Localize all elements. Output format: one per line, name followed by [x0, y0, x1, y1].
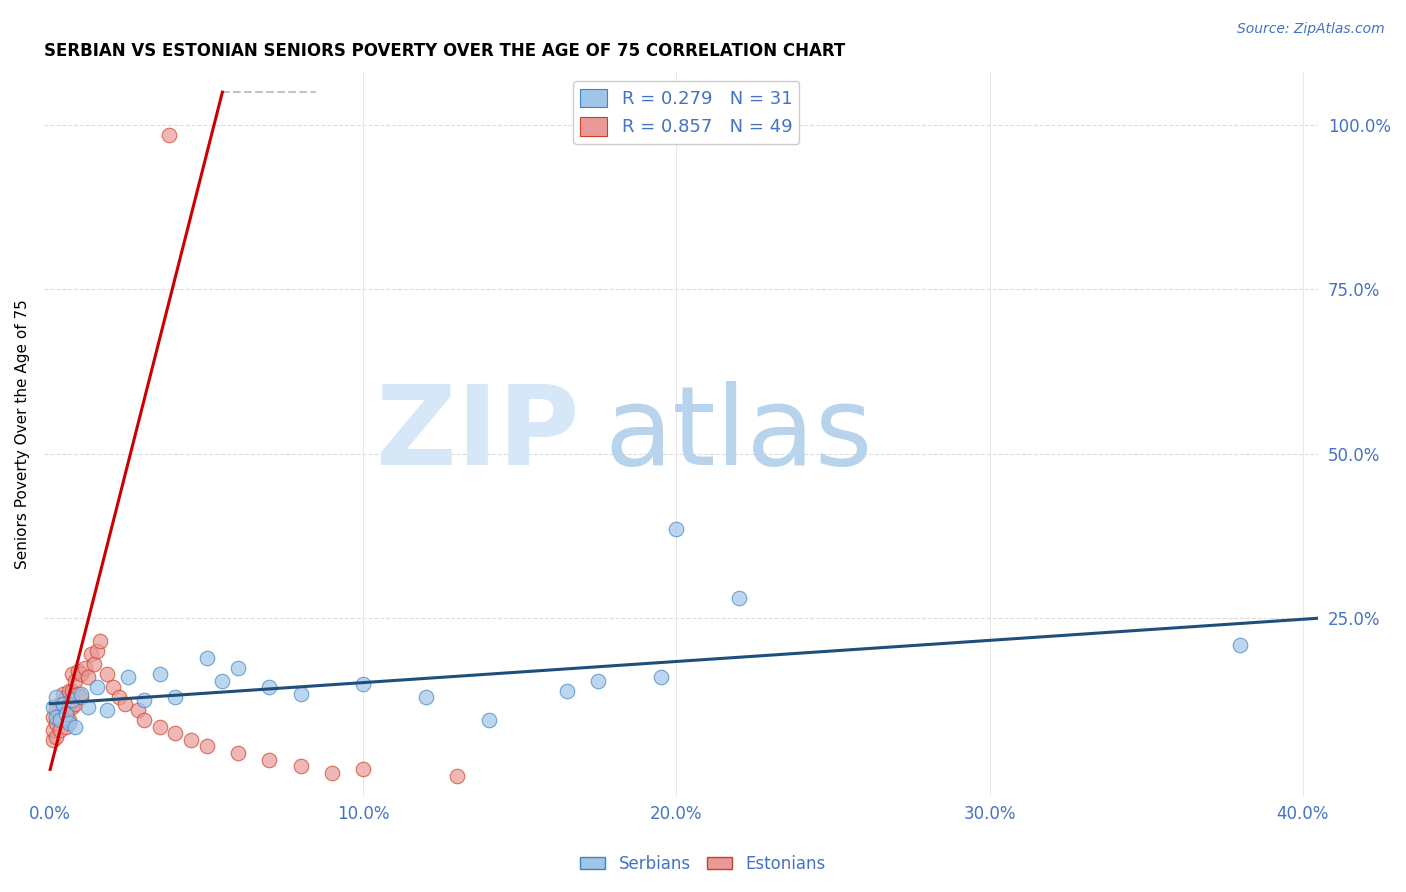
- Point: [108, 690, 131, 705]
- Point: [42, 723, 65, 737]
- Point: [58, 683, 80, 698]
- Point: [45, 710, 67, 724]
- Point: [58, 700, 80, 714]
- Point: [80, 648, 103, 662]
- Point: [352, 763, 374, 777]
- Point: [96, 667, 118, 681]
- Point: [352, 677, 374, 691]
- Point: [45, 716, 67, 731]
- Point: [48, 697, 70, 711]
- Point: [52, 687, 75, 701]
- Point: [58, 716, 80, 731]
- Legend: Serbians, Estonians: Serbians, Estonians: [574, 848, 832, 880]
- Point: [415, 690, 437, 705]
- Point: [55, 706, 77, 721]
- Point: [114, 697, 136, 711]
- Point: [45, 690, 67, 705]
- Text: atlas: atlas: [605, 381, 873, 488]
- Point: [195, 650, 218, 665]
- Point: [70, 690, 93, 705]
- Point: [48, 713, 70, 727]
- Point: [96, 703, 118, 717]
- Point: [86, 644, 108, 658]
- Point: [45, 730, 67, 744]
- Point: [58, 713, 80, 727]
- Point: [555, 683, 578, 698]
- Point: [477, 713, 499, 727]
- Point: [101, 680, 124, 694]
- Point: [728, 591, 751, 606]
- Y-axis label: Seniors Poverty Over the Age of 75: Seniors Poverty Over the Age of 75: [15, 299, 30, 569]
- Point: [60, 693, 83, 707]
- Point: [89, 634, 111, 648]
- Point: [132, 693, 155, 707]
- Point: [45, 703, 67, 717]
- Point: [42, 710, 65, 724]
- Point: [42, 732, 65, 747]
- Point: [63, 673, 86, 688]
- Point: [446, 769, 468, 783]
- Point: [67, 687, 90, 701]
- Point: [127, 703, 149, 717]
- Text: SERBIAN VS ESTONIAN SENIORS POVERTY OVER THE AGE OF 75 CORRELATION CHART: SERBIAN VS ESTONIAN SENIORS POVERTY OVER…: [44, 42, 845, 60]
- Point: [76, 700, 98, 714]
- Point: [259, 680, 281, 694]
- Point: [67, 664, 90, 678]
- Point: [83, 657, 105, 672]
- Point: [165, 690, 187, 705]
- Point: [48, 710, 70, 724]
- Point: [55, 706, 77, 721]
- Point: [60, 700, 83, 714]
- Point: [165, 726, 187, 740]
- Point: [55, 720, 77, 734]
- Point: [290, 687, 312, 701]
- Point: [117, 670, 139, 684]
- Legend: R = 0.279   N = 31, R = 0.857   N = 49: R = 0.279 N = 31, R = 0.857 N = 49: [572, 81, 800, 144]
- Point: [149, 720, 172, 734]
- Point: [290, 759, 312, 773]
- Point: [195, 739, 218, 754]
- Point: [226, 660, 249, 674]
- Point: [70, 687, 93, 701]
- Point: [665, 523, 688, 537]
- Point: [321, 765, 343, 780]
- Point: [586, 673, 609, 688]
- Point: [70, 667, 93, 681]
- Point: [650, 670, 672, 684]
- Point: [259, 753, 281, 767]
- Point: [211, 673, 233, 688]
- Point: [48, 723, 70, 737]
- Point: [157, 128, 180, 142]
- Point: [76, 670, 98, 684]
- Point: [60, 683, 83, 698]
- Point: [55, 690, 77, 705]
- Text: Source: ZipAtlas.com: Source: ZipAtlas.com: [1237, 22, 1385, 37]
- Point: [86, 680, 108, 694]
- Point: [60, 667, 83, 681]
- Point: [52, 713, 75, 727]
- Point: [132, 713, 155, 727]
- Point: [73, 660, 96, 674]
- Point: [52, 697, 75, 711]
- Point: [149, 667, 172, 681]
- Point: [63, 720, 86, 734]
- Point: [52, 700, 75, 714]
- Point: [180, 732, 202, 747]
- Point: [42, 700, 65, 714]
- Point: [1229, 638, 1251, 652]
- Text: ZIP: ZIP: [375, 381, 579, 488]
- Point: [63, 697, 86, 711]
- Point: [226, 746, 249, 760]
